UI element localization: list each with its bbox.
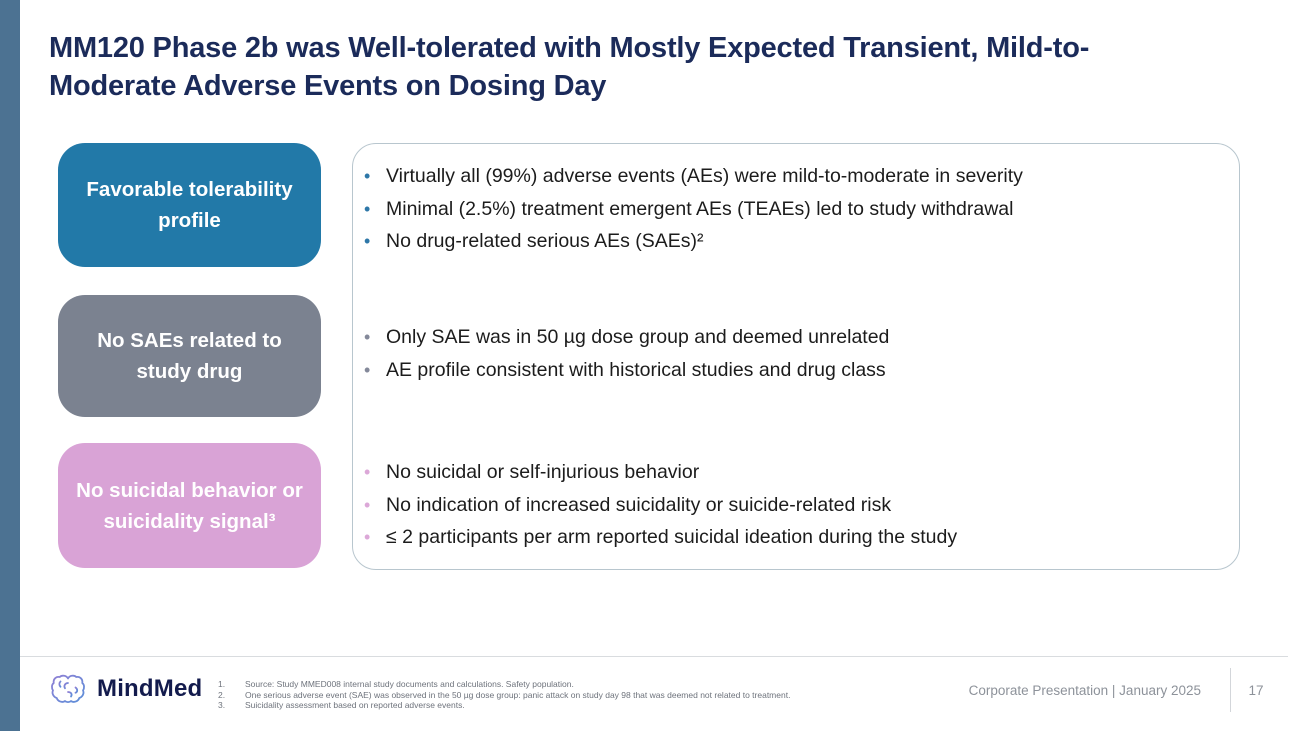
bullet-item: Virtually all (99%) adverse events (AEs)… <box>363 160 1203 193</box>
slide-title: MM120 Phase 2b was Well-tolerated with M… <box>49 29 1284 105</box>
bullet-group-tolerability: Virtually all (99%) adverse events (AEs)… <box>363 160 1203 258</box>
footnote-text: One serious adverse event (SAE) was obse… <box>245 689 791 700</box>
pill-no-saes-label: No SAEs related to study drug <box>97 329 282 383</box>
footnote-2: 2. One serious adverse event (SAE) was o… <box>218 690 790 701</box>
bullet-item: ≤ 2 participants per arm reported suicid… <box>363 521 1203 554</box>
left-accent-bar <box>0 0 20 731</box>
footnote-text: Suicidality assessment based on reported… <box>245 700 465 710</box>
mindmed-wordmark: MindMed <box>97 675 203 702</box>
footnote-number: 1. <box>218 679 226 689</box>
footer-right: Corporate Presentation | January 2025 17 <box>969 667 1267 713</box>
footer-divider-line <box>20 656 1288 657</box>
bullet-item: No indication of increased suicidality o… <box>363 489 1203 522</box>
bullet-group-saes: Only SAE was in 50 µg dose group and dee… <box>363 321 1203 386</box>
slide-title-line-1: MM120 Phase 2b was Well-tolerated with M… <box>49 32 1090 64</box>
pill-no-suicidal-behavior-label: No suicidal behavior or suicidality sign… <box>76 478 303 533</box>
bullet-item: No drug-related serious AEs (SAEs)² <box>363 225 1203 258</box>
presentation-label: Corporate Presentation | January 2025 <box>968 682 1201 698</box>
page-number-divider <box>1230 668 1231 712</box>
footnote-text: Source: Study MMED008 internal study doc… <box>245 679 574 689</box>
pill-favorable-tolerability-label: Favorable tolerability profile <box>86 178 293 232</box>
footnotes: 1. Source: Study MMED008 internal study … <box>218 679 790 711</box>
bullet-item: No suicidal or self-injurious behavior <box>363 456 1203 489</box>
slide-title-line-2: Moderate Adverse Events on Dosing Day <box>49 70 607 102</box>
mindmed-brain-icon <box>50 672 86 706</box>
bullet-group-suicidality: No suicidal or self-injurious behavior N… <box>363 456 1203 554</box>
footnote-1: 1. Source: Study MMED008 internal study … <box>218 679 790 690</box>
page-number: 17 <box>1248 682 1264 698</box>
footnote-number: 2. <box>218 689 226 700</box>
bullet-item: AE profile consistent with historical st… <box>363 354 1203 387</box>
mindmed-logo: MindMed <box>50 672 202 706</box>
bullet-item: Only SAE was in 50 µg dose group and dee… <box>363 321 1203 354</box>
bullet-item: Minimal (2.5%) treatment emergent AEs (T… <box>363 193 1203 226</box>
pill-no-suicidal-behavior: No suicidal behavior or suicidality sign… <box>58 443 321 568</box>
pill-no-saes: No SAEs related to study drug <box>58 295 321 417</box>
footnote-3: 3. Suicidality assessment based on repor… <box>218 700 790 711</box>
bullet-panel: Virtually all (99%) adverse events (AEs)… <box>352 143 1240 570</box>
pill-favorable-tolerability: Favorable tolerability profile <box>58 143 321 267</box>
footnote-number: 3. <box>218 700 226 710</box>
